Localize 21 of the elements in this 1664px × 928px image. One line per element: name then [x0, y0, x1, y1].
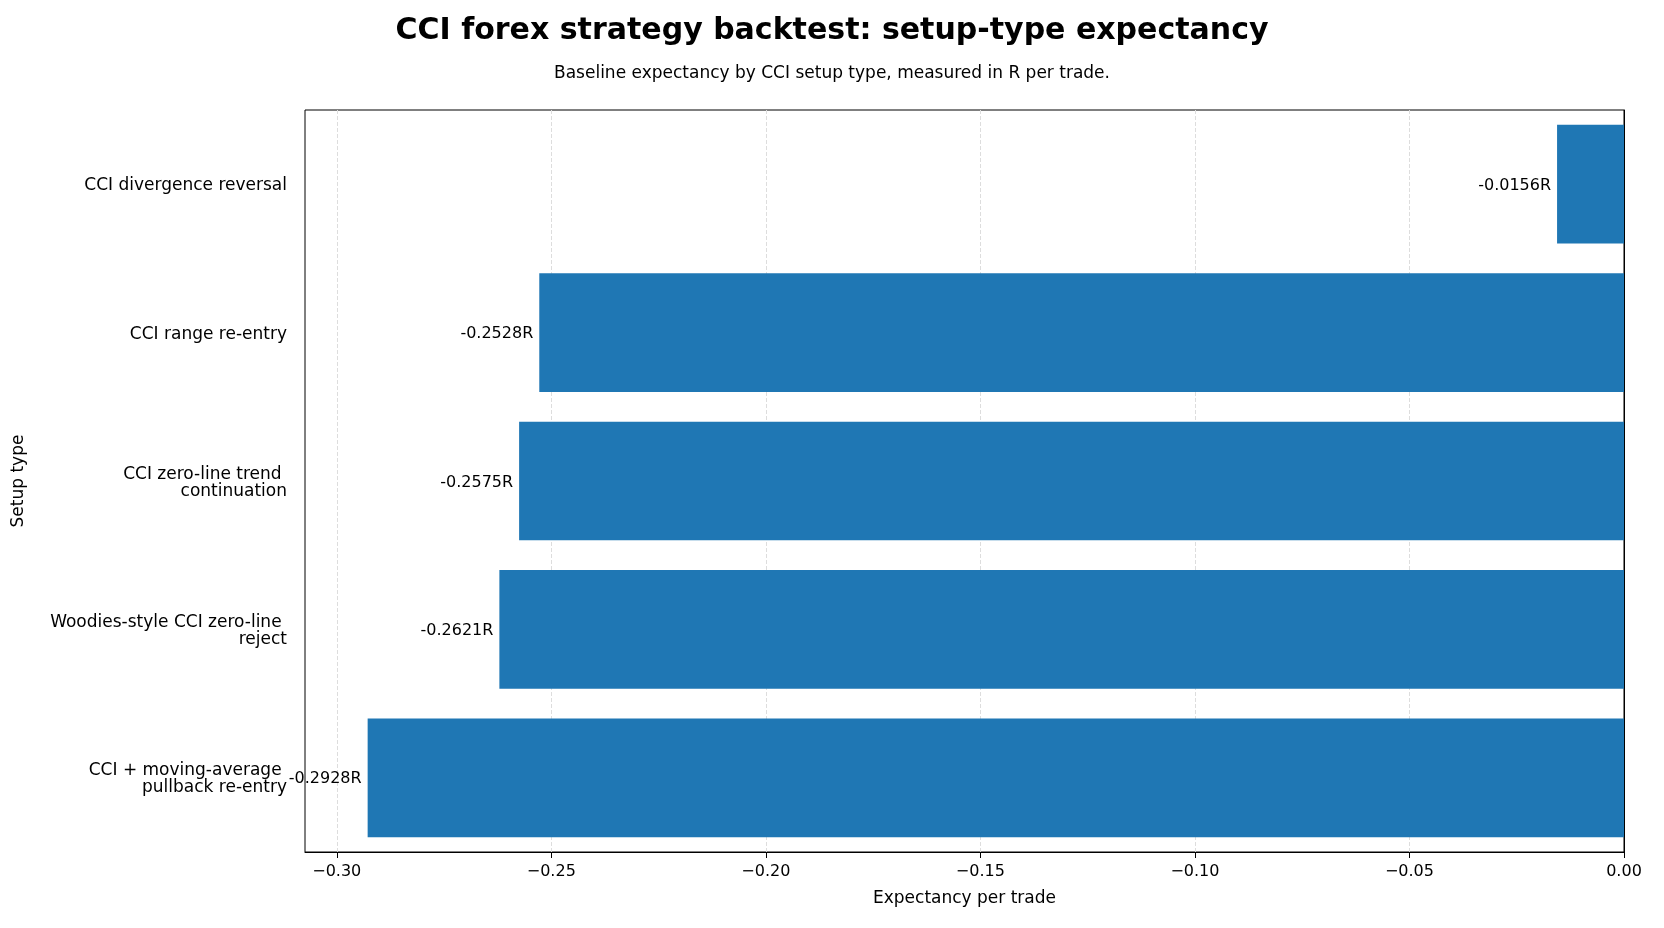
data-label: -0.2928R [288, 768, 362, 788]
y-tick-label: CCI zero-line trend continuation [123, 462, 287, 500]
data-label: -0.2621R [420, 619, 494, 639]
chart-title: CCI forex strategy backtest: setup-type expectancy [395, 10, 1269, 46]
y-tick-label: CCI divergence reversal [84, 174, 287, 195]
y-axis-title: Setup type [6, 434, 27, 528]
x-tick-label: −0.30 [312, 860, 362, 880]
y-tick-label: CCI range re-entry [129, 322, 287, 343]
data-label: -0.2575R [440, 471, 514, 491]
x-tick-label: −0.25 [526, 860, 576, 880]
y-tick-label: Woodies-style CCI zero-line reject [50, 610, 288, 648]
data-label: -0.0156R [1478, 174, 1552, 194]
y-tick-label: CCI + moving-average pullback re-entry [88, 759, 287, 797]
x-tick-label: −0.10 [1170, 860, 1220, 880]
x-tick-label: 0.00 [1606, 860, 1642, 880]
x-axis-title: Expectancy per trade [872, 886, 1057, 907]
chart-subtitle: Baseline expectancy by CCI setup type, measured in R per trade. [554, 61, 1110, 82]
x-tick-label: −0.20 [741, 860, 791, 880]
x-tick-label: −0.15 [955, 860, 1005, 880]
data-label: -0.2528R [460, 323, 534, 343]
x-tick-label: −0.05 [1384, 860, 1434, 880]
